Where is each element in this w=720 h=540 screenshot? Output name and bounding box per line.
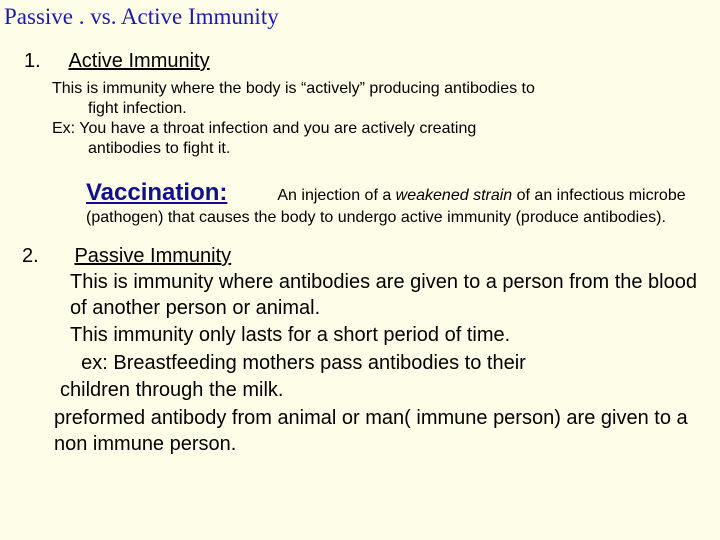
s2-p2: This immunity only lasts for a short per…: [0, 321, 720, 349]
vaccination-block: Vaccination: An injection of a weakened s…: [0, 159, 720, 229]
s1-p2-line2: antibodies to fight it.: [52, 139, 700, 159]
section-2-heading: Passive Immunity: [74, 245, 231, 268]
s2-p1: This is immunity where antibodies are gi…: [0, 268, 720, 321]
s1-p1-line1: This is immunity where the body is “acti…: [52, 79, 700, 99]
s2-p3b: children through the milk.: [0, 376, 720, 404]
section-2-header: 2. Passive Immunity: [0, 229, 720, 268]
section-2-number: 2.: [22, 245, 70, 268]
section-1-heading: Active Immunity: [68, 50, 209, 73]
s1-p2-line1: Ex: You have a throat infection and you …: [52, 119, 700, 139]
vaccination-label: Vaccination:: [86, 179, 227, 206]
section-1-body: This is immunity where the body is “acti…: [0, 73, 720, 159]
slide-title: Passive . vs. Active Immunity: [0, 0, 720, 30]
s2-p4: preformed antibody from animal or man( i…: [0, 404, 720, 457]
vacc-text-italic: weakened strain: [396, 187, 513, 204]
s1-p1-line2: fight infection.: [52, 99, 700, 119]
s2-p3a: ex: Breastfeeding mothers pass antibodie…: [0, 349, 720, 377]
vacc-text-1a: An injection of a: [277, 187, 395, 204]
vacc-text-1c: of an: [512, 187, 552, 204]
section-1-number: 1.: [24, 50, 64, 73]
section-1-header: 1. Active Immunity: [0, 30, 720, 73]
